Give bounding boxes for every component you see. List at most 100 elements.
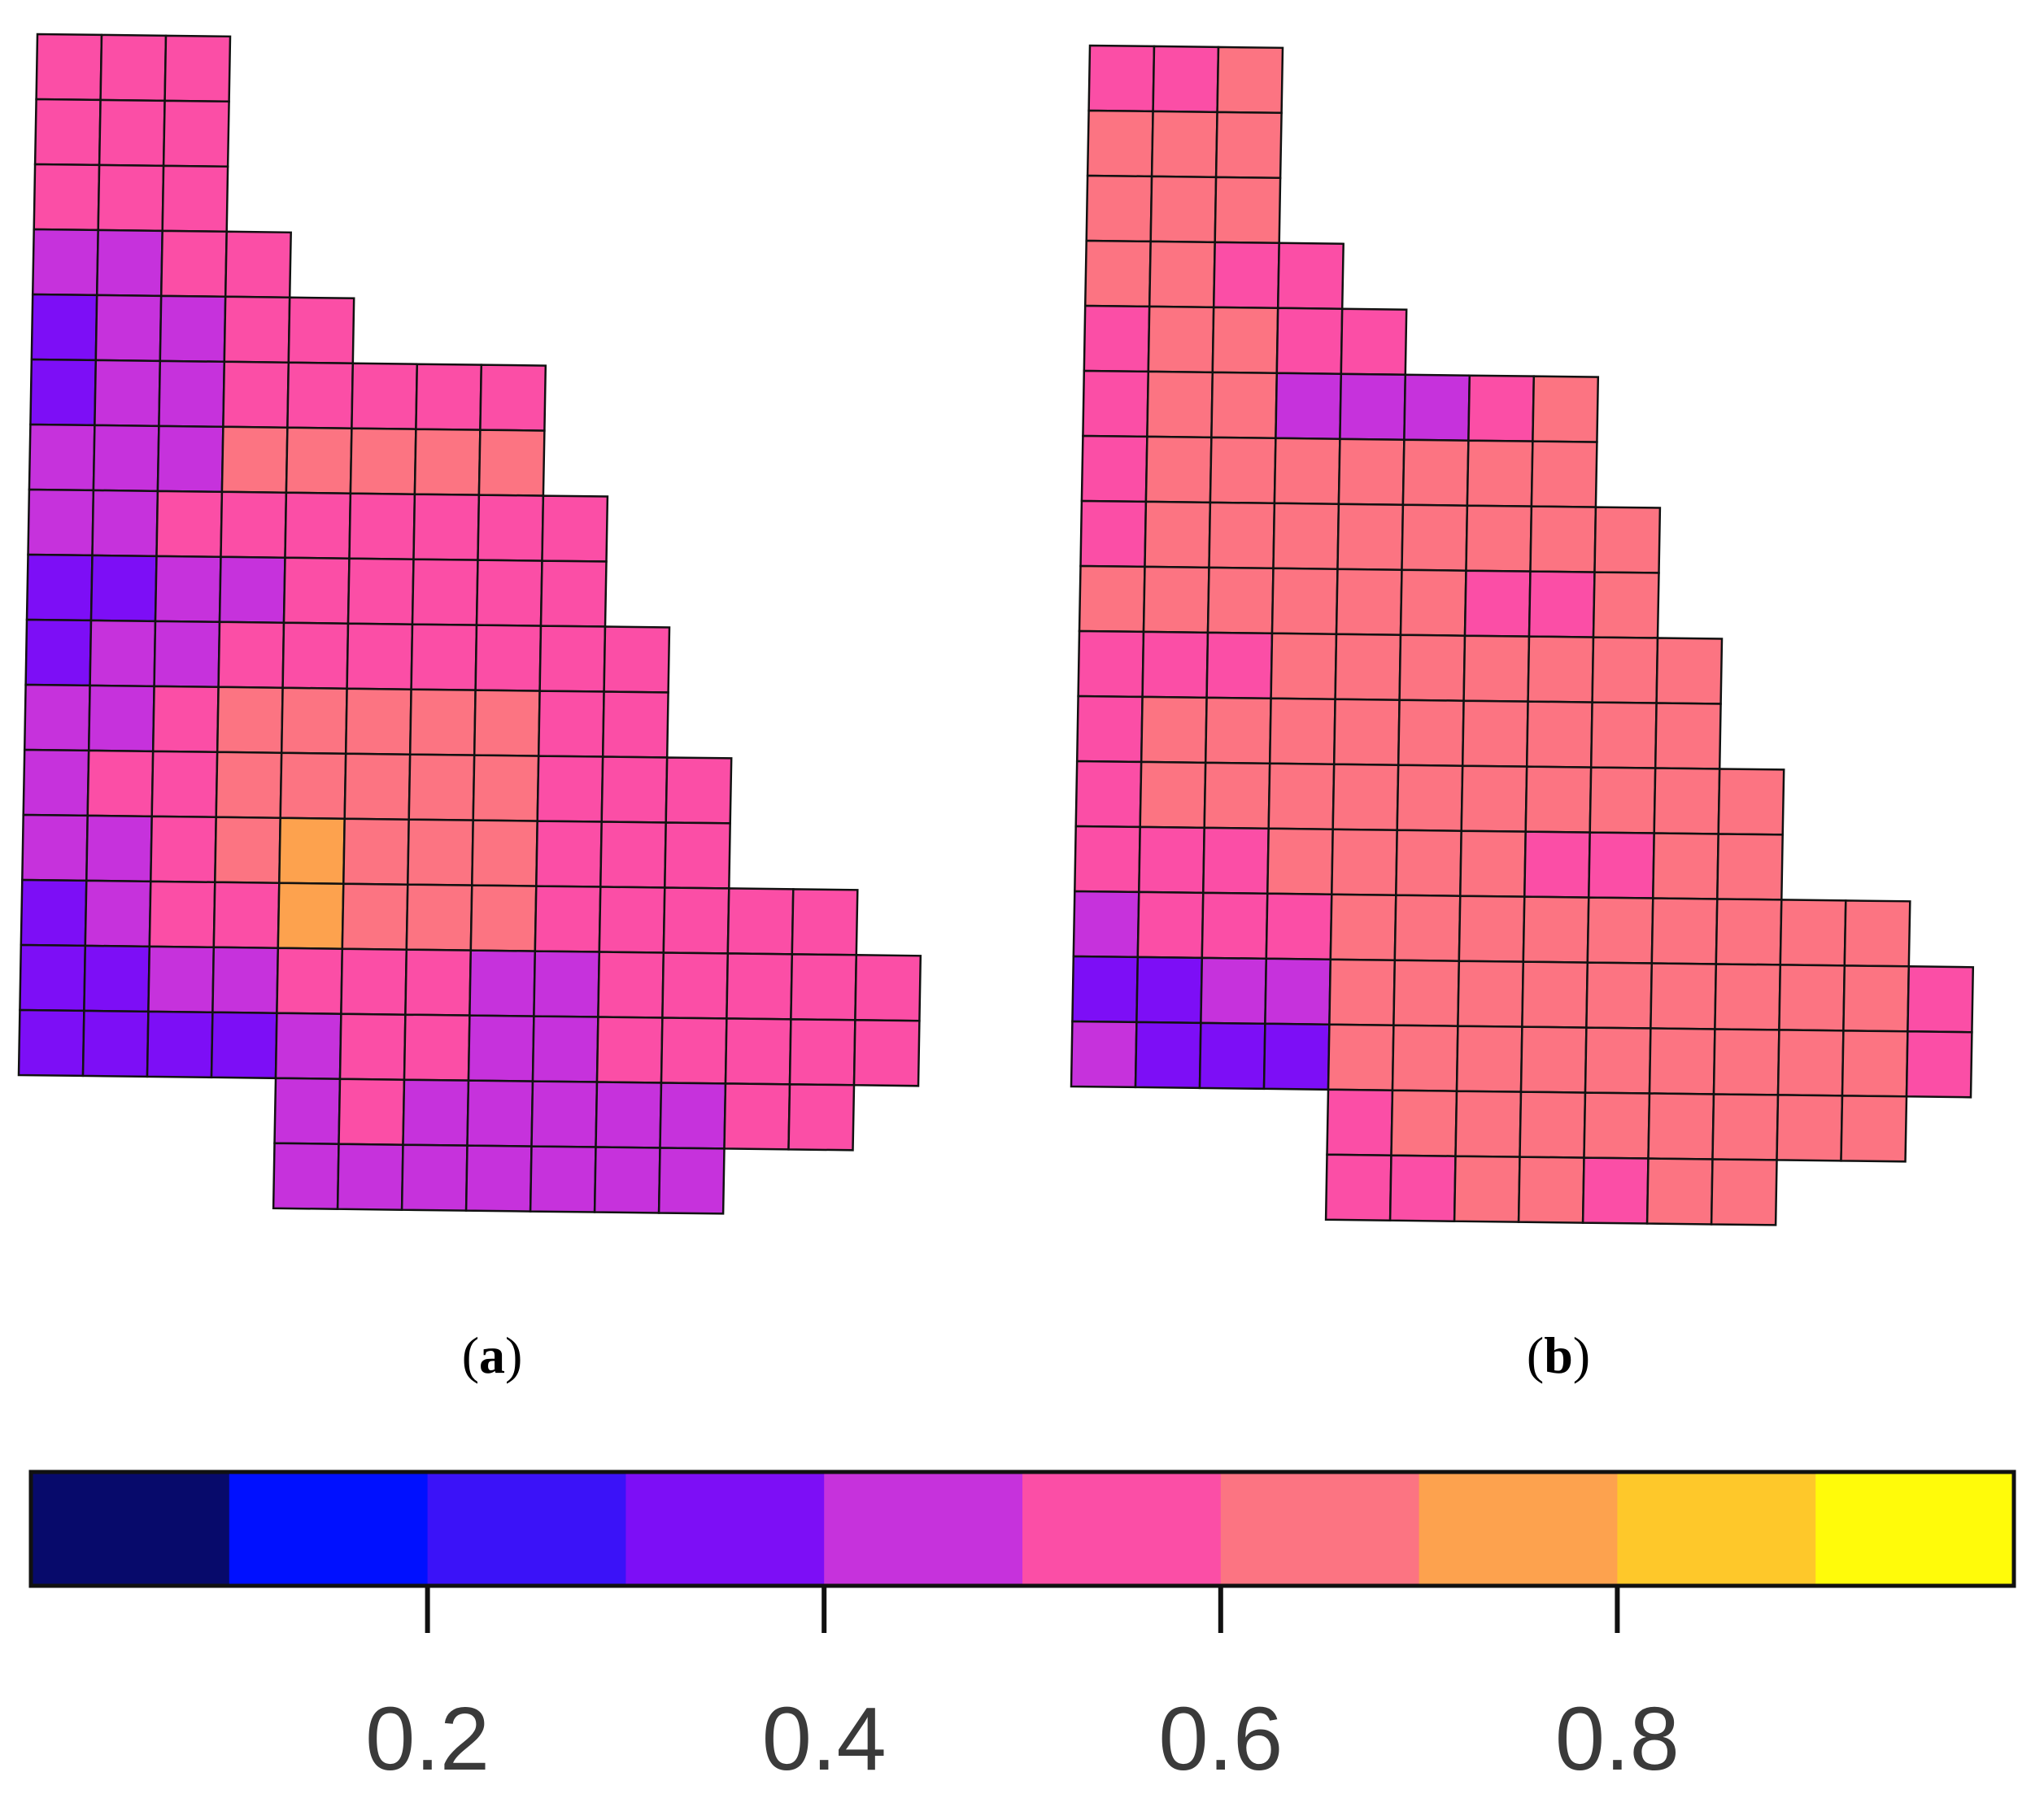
map-cell (95, 229, 163, 298)
map-cell (277, 882, 345, 950)
map-cell (223, 295, 291, 364)
map-cell (1209, 436, 1277, 505)
map-cell (659, 1082, 727, 1150)
map-cell (1212, 241, 1280, 310)
panel-label-a: (a) (461, 1326, 523, 1384)
map-cell (403, 1013, 471, 1082)
map-cell (28, 423, 96, 492)
map-cell (600, 755, 669, 824)
map-cell (1083, 239, 1152, 308)
map-cell (1458, 895, 1526, 963)
map-cell (159, 294, 227, 364)
map-cell (1206, 566, 1275, 635)
map-cell (1522, 895, 1590, 964)
map-cell (17, 1008, 85, 1078)
map-cell (1138, 825, 1205, 895)
map-cell (724, 1017, 792, 1086)
map-cell (1463, 569, 1532, 638)
map-cell (1465, 504, 1533, 573)
map-cell (338, 1012, 407, 1081)
map-cell (212, 881, 281, 950)
map-cell (24, 618, 93, 687)
map-cell (1395, 829, 1462, 897)
map-cell (405, 883, 473, 951)
map-cell (349, 427, 417, 495)
map-cell (1843, 899, 1911, 968)
map-cell (1586, 896, 1654, 964)
map-cell (154, 555, 222, 624)
map-cell (1779, 899, 1847, 967)
map-cell (1525, 700, 1593, 769)
map-cell (402, 1078, 470, 1147)
map-cell (537, 690, 605, 758)
map-cell (159, 229, 228, 298)
map-cell (1390, 1089, 1458, 1157)
map-cell (1082, 369, 1150, 438)
map-cell (1216, 46, 1284, 115)
map-cell (1455, 1025, 1523, 1093)
map-cell (477, 429, 546, 497)
map-cell (1339, 372, 1407, 441)
map-cell (150, 750, 219, 819)
map-cell (29, 358, 98, 427)
map-cell (1135, 956, 1204, 1025)
map-cell (533, 950, 601, 1018)
map-cell (661, 951, 730, 1020)
map-cell (1273, 437, 1341, 506)
map-cell (1388, 1154, 1457, 1222)
map-cell (346, 557, 415, 625)
map-cell (282, 556, 351, 625)
map-cell (466, 1079, 534, 1147)
map-cell (598, 886, 666, 954)
colorbar-bin (1815, 1472, 2015, 1586)
map-cell (1337, 438, 1406, 506)
map-cell (1074, 825, 1141, 894)
map-cell (163, 34, 232, 103)
map-cell (1528, 570, 1596, 638)
map-cell (407, 753, 476, 821)
map-cell (1841, 1030, 1909, 1098)
map-cell (1519, 1091, 1587, 1159)
map-cell (1521, 960, 1589, 1029)
map-cell (1150, 110, 1218, 179)
map-cell (415, 363, 483, 431)
map-cell (94, 359, 162, 428)
map-cell (1710, 1158, 1778, 1226)
map-cell (98, 98, 166, 168)
map-cell (1460, 764, 1528, 833)
map-cell (1593, 506, 1662, 574)
map-cell (538, 625, 607, 693)
map-cell (1149, 175, 1218, 244)
map-cell (412, 493, 481, 561)
map-cell (1401, 438, 1470, 507)
map-cell (1080, 434, 1148, 503)
map-cell (342, 817, 410, 886)
map-cell (89, 619, 157, 688)
map-cell (1210, 371, 1279, 440)
map-cell (411, 558, 479, 626)
map-cell (477, 494, 545, 562)
map-cell (469, 949, 537, 1017)
map-cell (211, 946, 280, 1015)
map-cell (1266, 827, 1334, 896)
map-cell (85, 814, 153, 883)
map-cell (1078, 564, 1146, 634)
map-cell (1391, 1024, 1459, 1092)
map-cell (1716, 833, 1784, 901)
map-cell (726, 887, 795, 956)
map-cell (1717, 768, 1785, 836)
map-cell (162, 99, 230, 168)
map-cell (1459, 829, 1527, 898)
map-cell (1328, 958, 1397, 1026)
map-cell (280, 686, 348, 755)
map-cell (278, 816, 346, 885)
colorbar (28, 1470, 2016, 1633)
map-cell (35, 33, 103, 102)
map-cell (336, 1143, 404, 1211)
map-cell (1467, 374, 1536, 442)
map-cell (210, 1011, 278, 1080)
map-cell (1466, 439, 1534, 507)
map-cell (1083, 304, 1151, 373)
map-cell (99, 33, 168, 102)
map-cell (464, 1144, 533, 1213)
